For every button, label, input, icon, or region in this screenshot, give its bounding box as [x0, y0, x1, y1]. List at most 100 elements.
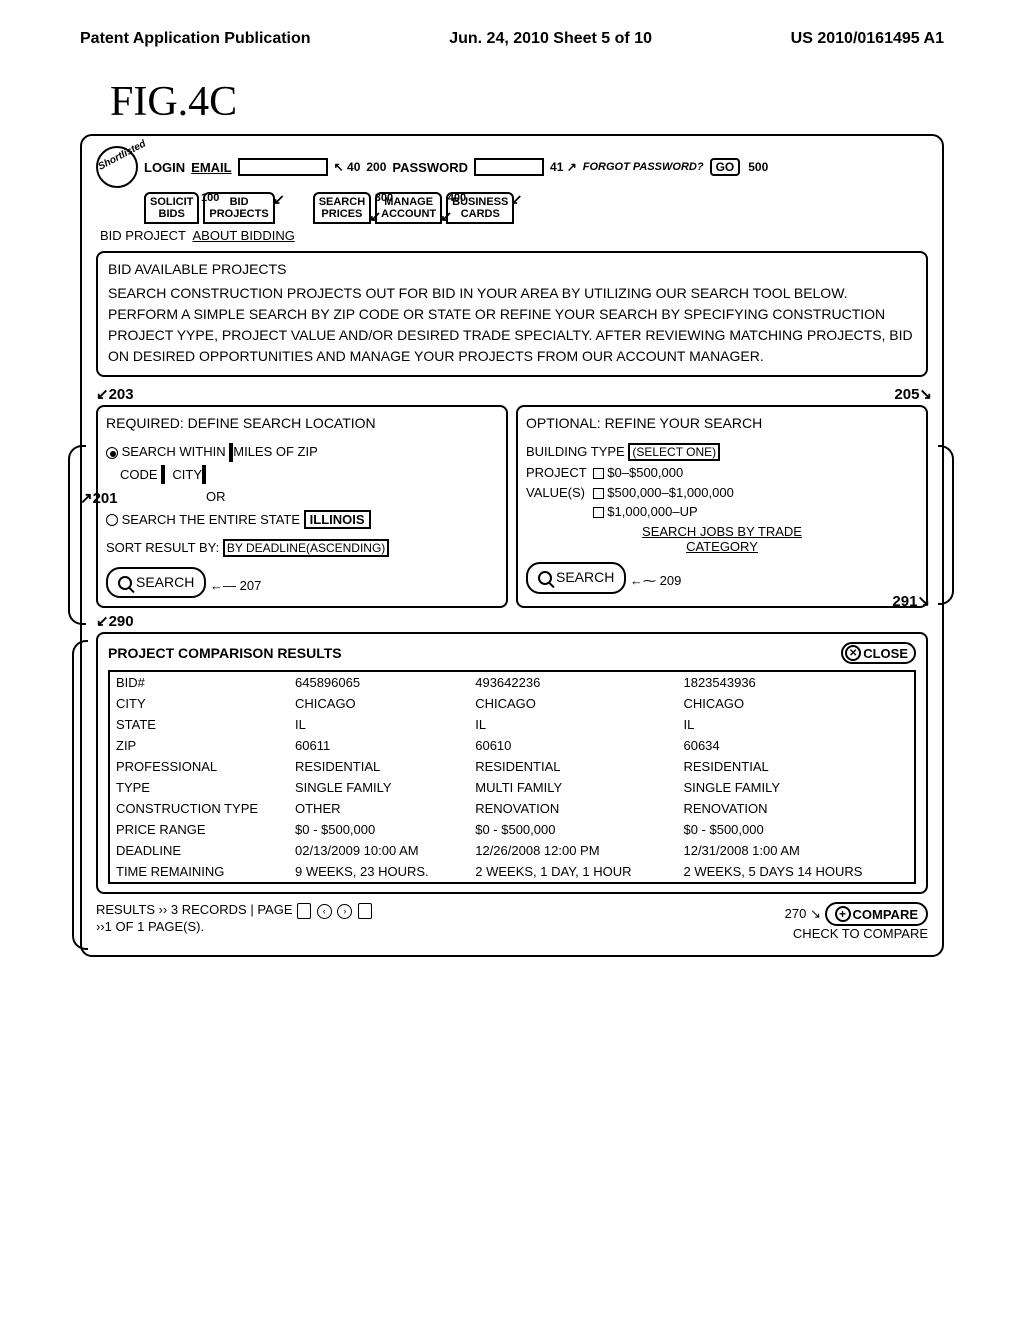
checkbox-val-3[interactable]	[593, 507, 604, 518]
trade-label: SEARCH JOBS BY TRADE	[526, 524, 918, 539]
table-row: BID#6458960654936422361823543936	[109, 671, 915, 693]
table-cell: CHICAGO	[469, 693, 677, 714]
search-within-label: SEARCH WITHIN	[122, 444, 226, 459]
results-footer: RESULTS ›› 3 RECORDS | PAGE ‹ › ››1 OF 1…	[96, 902, 928, 941]
check-to-compare-label: CHECK TO COMPARE	[793, 926, 928, 941]
table-cell: 1823543936	[677, 671, 915, 693]
comparison-table: BID#6458960654936422361823543936CITYCHIC…	[108, 670, 916, 884]
ref-209: ←⁓ 209	[630, 573, 681, 588]
search-button-left[interactable]: SEARCH	[106, 567, 206, 599]
password-input[interactable]	[474, 158, 544, 176]
table-cell: 493642236	[469, 671, 677, 693]
table-cell: IL	[289, 714, 469, 735]
table-cell: RENOVATION	[469, 798, 677, 819]
table-cell: IL	[469, 714, 677, 735]
page-prev-icon[interactable]: ‹	[317, 904, 332, 919]
go-button[interactable]: GO	[710, 158, 741, 176]
ref-205: 205↘	[894, 385, 932, 403]
building-type-select[interactable]: (SELECT ONE)	[628, 443, 720, 461]
opt3-label: $1,000,000–UP	[607, 504, 697, 519]
miles-of-zip-label: MILES OF ZIP	[233, 444, 318, 459]
values-label: VALUE(S)	[526, 485, 585, 500]
logo-text: Shortlisted	[96, 138, 147, 172]
bid-available-title: BID AVAILABLE PROJECTS	[108, 261, 916, 277]
login-bar: Shortlisted LOGIN EMAIL ↖ 40 200 PASSWOR…	[96, 146, 928, 188]
table-row: TYPESINGLE FAMILYMULTI FAMILYSINGLE FAMI…	[109, 777, 915, 798]
pub-center: Jun. 24, 2010 Sheet 5 of 10	[449, 30, 652, 48]
table-cell: RESIDENTIAL	[677, 756, 915, 777]
table-row: CITYCHICAGOCHICAGOCHICAGO	[109, 693, 915, 714]
optional-search-panel: OPTIONAL: REFINE YOUR SEARCH BUILDING TY…	[516, 405, 928, 608]
ref-40: ↖ 40	[334, 160, 361, 174]
tab-solicit-bids[interactable]: SOLICIT100BIDS	[144, 192, 199, 224]
table-cell: IL	[677, 714, 915, 735]
table-row: DEADLINE02/13/2009 10:00 AM12/26/2008 12…	[109, 840, 915, 861]
opt1-label: $0–$500,000	[607, 465, 683, 480]
page-next-icon[interactable]: ›	[337, 904, 352, 919]
table-cell: 12/26/2008 12:00 PM	[469, 840, 677, 861]
checkbox-val-2[interactable]	[593, 488, 604, 499]
email-input[interactable]	[238, 158, 328, 176]
table-cell: BID#	[109, 671, 289, 693]
radio-entire-state[interactable]	[106, 514, 118, 526]
plus-icon: +	[835, 906, 851, 922]
sub-nav: BID PROJECT ABOUT BIDDING	[100, 228, 928, 243]
tab-business-cards[interactable]: BUSINESSCARDS ↙	[446, 192, 514, 224]
table-cell: CONSTRUCTION TYPE	[109, 798, 289, 819]
figure-panel: Shortlisted LOGIN EMAIL ↖ 40 200 PASSWOR…	[80, 134, 944, 957]
results-title: PROJECT COMPARISON RESULTS	[108, 645, 342, 661]
table-row: TIME REMAINING9 WEEKS, 23 HOURS.2 WEEKS,…	[109, 861, 915, 883]
ref-290: ↙290	[96, 612, 134, 630]
zip-input[interactable]	[161, 465, 165, 484]
required-title: REQUIRED: DEFINE SEARCH LOCATION	[106, 415, 498, 431]
password-label: PASSWORD	[392, 160, 468, 175]
table-cell: TYPE	[109, 777, 289, 798]
city-input[interactable]	[202, 465, 206, 484]
page-last-icon[interactable]	[358, 903, 372, 919]
main-tabs: SOLICIT100BIDS BIDPROJECTS ↙ SEARCH300PR…	[144, 192, 928, 224]
state-select[interactable]: ILLINOIS	[304, 510, 371, 529]
table-cell: TIME REMAINING	[109, 861, 289, 883]
table-cell: CITY	[109, 693, 289, 714]
checkbox-val-1[interactable]	[593, 468, 604, 479]
code-label: CODE	[120, 467, 158, 482]
table-cell: RENOVATION	[677, 798, 915, 819]
category-label: CATEGORY	[526, 539, 918, 554]
search-button-right[interactable]: SEARCH	[526, 562, 626, 594]
logo-icon: Shortlisted	[96, 146, 138, 188]
page-first-icon[interactable]	[297, 903, 311, 919]
sort-label: SORT RESULT BY:	[106, 540, 219, 555]
tab-bid-projects[interactable]: BIDPROJECTS ↙	[203, 192, 274, 224]
subnav-about-bidding[interactable]: ABOUT BIDDING	[192, 228, 294, 243]
table-cell: CHICAGO	[289, 693, 469, 714]
radio-search-within[interactable]	[106, 447, 118, 459]
table-cell: $0 - $500,000	[469, 819, 677, 840]
compare-button[interactable]: + COMPARE	[825, 902, 928, 926]
table-row: ZIP606116061060634	[109, 735, 915, 756]
forgot-password-link[interactable]: FORGOT PASSWORD?	[583, 161, 704, 173]
bracket-right-icon	[938, 445, 954, 605]
table-cell: DEADLINE	[109, 840, 289, 861]
table-cell: $0 - $500,000	[289, 819, 469, 840]
figure-label: FIG.4C	[110, 78, 944, 126]
building-type-label: BUILDING TYPE	[526, 444, 625, 459]
table-cell: MULTI FAMILY	[469, 777, 677, 798]
search-panels: REQUIRED: DEFINE SEARCH LOCATION SEARCH …	[96, 405, 928, 608]
pub-left: Patent Application Publication	[80, 30, 311, 48]
ref-500: 500	[748, 160, 768, 174]
table-cell: 2 WEEKS, 5 DAYS 14 HOURS	[677, 861, 915, 883]
table-cell: RESIDENTIAL	[469, 756, 677, 777]
subnav-bid-project[interactable]: BID PROJECT	[100, 228, 186, 243]
comparison-results-section: PROJECT COMPARISON RESULTS ✕ CLOSE BID#6…	[96, 632, 928, 894]
table-cell: OTHER	[289, 798, 469, 819]
tab-search-prices[interactable]: SEARCH300PRICES ↙	[313, 192, 371, 224]
ref-207: ←— 207	[210, 578, 261, 593]
table-cell: RESIDENTIAL	[289, 756, 469, 777]
results-count-text: RESULTS ›› 3 RECORDS | PAGE	[96, 902, 293, 917]
ref-203: ↙203	[96, 385, 134, 403]
search-icon	[118, 576, 132, 590]
sort-select[interactable]: BY DEADLINE(ASCENDING)	[223, 539, 389, 557]
tab-manage-account[interactable]: MANAGE400ACCOUNT ↙	[375, 192, 442, 224]
close-icon: ✕	[845, 645, 861, 661]
close-button[interactable]: ✕ CLOSE	[841, 642, 916, 664]
